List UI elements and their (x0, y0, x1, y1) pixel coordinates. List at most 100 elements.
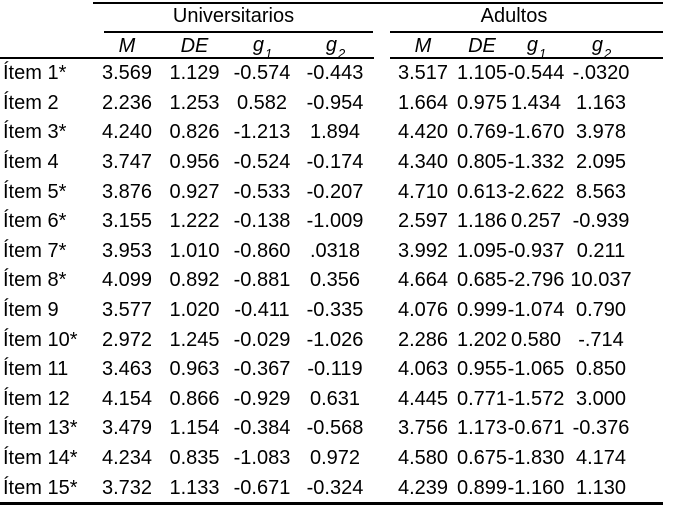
table-top-rule (93, 2, 663, 4)
column-gap (374, 385, 390, 415)
adultos-g1-value: 0.257 (510, 210, 562, 233)
adultos-m-value: 4.420 (397, 121, 449, 144)
column-gap (374, 33, 390, 59)
universitarios-g1-value: -0.860 (233, 239, 291, 262)
adultos-m-value: 2.286 (397, 328, 449, 351)
universitarios-g2-value: 0.972 (309, 447, 361, 470)
adultos-de-value: 0.999 (456, 299, 508, 322)
trailing-space (638, 59, 673, 89)
adultos-g1-value: -1.160 (507, 476, 565, 499)
universitarios-m-value: 3.876 (101, 180, 153, 203)
adultos-de-value: 1.186 (456, 210, 508, 233)
universitarios-m-value: 3.732 (101, 476, 153, 499)
table-row: Ítem 2 2.236 1.253 0.582 -0.954 1.664 0.… (0, 89, 673, 119)
trailing-space (638, 118, 673, 148)
adultos-m-value: 4.445 (397, 387, 449, 410)
universitarios-g1-value: -0.574 (233, 62, 291, 85)
column-gap (374, 148, 390, 178)
adultos-g2-value: -.714 (578, 328, 624, 351)
adultos-g1-value: -0.937 (507, 239, 565, 262)
table-row: Ítem 4 3.747 0.956 -0.524 -0.174 4.340 0… (0, 148, 673, 178)
adultos-g2-value: 3.978 (575, 121, 627, 144)
universitarios-m-header: M (118, 34, 136, 57)
universitarios-de-value: 0.892 (169, 269, 220, 292)
universitarios-m-value: 4.240 (101, 121, 153, 144)
universitarios-g1-value: -1.213 (233, 121, 291, 144)
adultos-g2-value: 0.211 (576, 239, 626, 262)
item-label: Ítem 3* (3, 121, 67, 144)
column-gap (374, 444, 390, 474)
item-label: Ítem 6* (3, 210, 67, 233)
universitarios-g2-value: -0.335 (306, 299, 364, 322)
universitarios-g2-value: -0.954 (306, 91, 364, 114)
table-row: Ítem 3* 4.240 0.826 -1.213 1.894 4.420 0… (0, 118, 673, 148)
adultos-g1-value: -1.332 (507, 151, 565, 174)
universitarios-g2-header: g2 (296, 33, 374, 60)
trailing-space (638, 414, 673, 444)
adultos-de-value: 0.975 (456, 91, 508, 114)
column-gap (374, 207, 390, 237)
column-header-row: M DE g1 g2 M DE g1 g2 (0, 33, 673, 61)
table-row: Ítem 9 3.577 1.020 -0.411 -0.335 4.076 0… (0, 296, 673, 326)
universitarios-m-value: 4.234 (101, 447, 153, 470)
adultos-g1-value: -1.074 (507, 299, 565, 322)
universitarios-m-value: 3.479 (101, 417, 153, 440)
universitarios-g2-value: 0.631 (309, 387, 361, 410)
adultos-m-value: 1.664 (397, 91, 449, 114)
g1-symbol: g1 (252, 34, 273, 61)
universitarios-de-value: 1.020 (169, 299, 220, 322)
item-label: Ítem 5* (3, 180, 67, 203)
column-gap (374, 266, 390, 296)
universitarios-g1-value: -0.367 (233, 358, 291, 381)
universitarios-de-value: 0.826 (169, 121, 220, 144)
universitarios-m-value: 3.569 (101, 62, 153, 85)
universitarios-m-value: 3.155 (101, 210, 153, 233)
universitarios-m-value: 4.154 (101, 387, 153, 410)
item-column-header (0, 33, 93, 59)
adultos-g2-value: 0.850 (575, 358, 627, 381)
table-row: Ítem 8* 4.099 0.892 -0.881 0.356 4.664 0… (0, 266, 673, 296)
table-row: Ítem 12 4.154 0.866 -0.929 0.631 4.445 0… (0, 385, 673, 415)
universitarios-de-value: 1.129 (169, 62, 220, 85)
trailing-space (638, 444, 673, 474)
adultos-m-value: 4.340 (397, 151, 449, 174)
adultos-g1-value: -1.830 (507, 447, 565, 470)
universitarios-g1-value: -0.384 (233, 417, 291, 440)
adultos-de-value: 0.899 (456, 476, 508, 499)
item-label: Ítem 14* (3, 447, 78, 470)
item-label: Ítem 13* (3, 417, 78, 440)
group-header-universitarios: Universitarios (172, 5, 295, 27)
column-gap (374, 118, 390, 148)
g1-symbol: g1 (526, 34, 547, 61)
universitarios-g1-value: -0.929 (233, 387, 291, 410)
adultos-de-value: 0.805 (456, 151, 508, 174)
universitarios-g1-value: -0.524 (233, 151, 291, 174)
trailing-space (638, 177, 673, 207)
universitarios-de-value: 0.866 (169, 387, 220, 410)
trailing-space (638, 89, 673, 119)
universitarios-g1-value: 0.582 (236, 91, 288, 114)
column-gap (374, 296, 390, 326)
adultos-m-value: 3.756 (397, 417, 449, 440)
universitarios-g1-value: -0.411 (234, 299, 290, 322)
universitarios-m-value: 3.747 (101, 151, 153, 174)
trailing-space (638, 148, 673, 178)
adultos-g1-value: -0.544 (507, 62, 565, 85)
universitarios-de-header: DE (180, 34, 209, 57)
table-row: Ítem 6* 3.155 1.222 -0.138 -1.009 2.597 … (0, 207, 673, 237)
adultos-g1-value: -1.670 (507, 121, 565, 144)
universitarios-m-value: 2.972 (101, 328, 153, 351)
adultos-g2-value: 1.130 (575, 476, 627, 499)
universitarios-g2-value: 1.894 (309, 121, 361, 144)
adultos-g2-value: 3.000 (575, 387, 627, 410)
item-label: Ítem 9 (3, 299, 59, 322)
adultos-de-value: 0.955 (456, 358, 508, 381)
universitarios-de-value: 1.154 (169, 417, 220, 440)
column-gap (374, 89, 390, 119)
universitarios-de-value: 0.963 (169, 358, 220, 381)
universitarios-m-value: 3.463 (101, 358, 153, 381)
item-label: Ítem 15* (3, 476, 78, 499)
adultos-de-value: 0.771 (456, 387, 508, 410)
